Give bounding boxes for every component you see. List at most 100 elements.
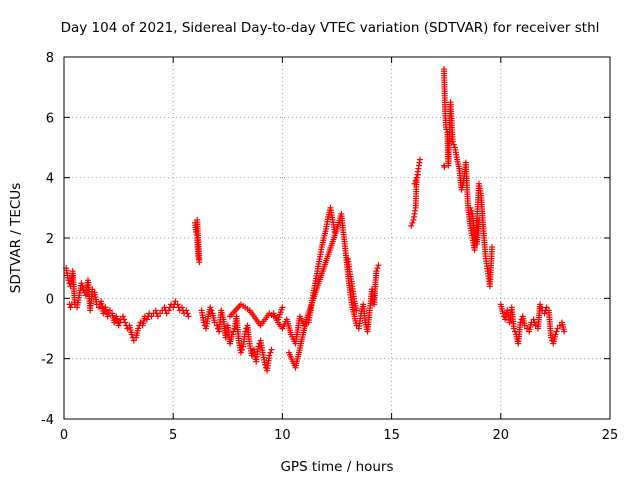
data-point [178,304,185,311]
data-point [115,322,122,329]
data-point [441,164,448,171]
data-point [163,310,170,317]
data-point [89,286,96,293]
data-point [170,304,177,311]
data-point [268,346,275,353]
x-tick-label: 5 [169,428,177,443]
x-tick-label: 0 [60,428,68,443]
y-tick-label: 0 [46,292,54,307]
data-point [414,171,421,178]
data-point [184,310,191,317]
y-axis-label: SDTVAR / TECUs [8,183,24,293]
data-point [552,331,559,338]
data-point [154,313,161,320]
data-point [78,280,85,287]
data-points [63,66,568,374]
data-point [408,222,415,229]
data-point [67,304,74,311]
data-point [137,319,144,326]
data-point [548,334,555,341]
data-point [100,310,107,317]
data-point [538,304,545,311]
data-point [553,328,560,335]
data-point [135,325,142,332]
data-point [524,325,531,332]
data-point [106,307,113,314]
data-point [95,304,102,311]
data-point [537,301,544,308]
data-point [200,319,207,326]
data-point [152,307,159,314]
data-point [375,262,382,269]
data-point [467,204,474,211]
x-axis-label: GPS time / hours [280,459,393,475]
data-point [148,313,155,320]
data-point [211,319,218,326]
data-point [543,304,550,311]
data-point [411,180,418,187]
grid [64,57,610,419]
data-point [172,298,179,305]
data-point [124,325,131,332]
data-point [353,307,360,314]
data-point [541,310,548,317]
data-point [450,141,457,148]
y-tick-label: 2 [46,232,54,247]
data-point [183,307,190,314]
data-point [279,304,286,311]
data-point [111,319,118,326]
data-point [130,337,137,344]
data-point [413,174,420,181]
data-point [374,265,381,272]
data-point [208,307,215,314]
data-point [489,244,496,251]
data-point [165,307,172,314]
data-point [521,322,528,329]
y-tick-label: 4 [46,172,54,187]
data-point [122,319,129,326]
data-point [416,156,423,163]
data-point [207,304,214,311]
data-point [556,322,563,329]
data-point [475,216,482,223]
data-point [128,331,135,338]
data-point [116,319,123,326]
data-point [174,301,181,308]
data-point [229,331,236,338]
data-point [248,352,255,359]
data-point [119,313,126,320]
data-point [468,207,475,214]
data-point [79,283,86,290]
data-point [412,177,419,184]
x-tick-label: 15 [383,428,400,443]
axis-ticks: 0 5 10 15 20 25 -4 -2 0 2 4 6 8 [41,51,618,443]
data-point [267,349,274,356]
data-point [373,268,380,275]
data-point [121,316,128,323]
data-point [409,219,416,226]
y-tick-label: -2 [41,353,54,368]
data-point [237,349,244,356]
data-point [517,319,524,326]
data-point [261,361,268,368]
data-point [510,325,517,332]
data-point [161,304,168,311]
data-point [104,313,111,320]
data-point [255,343,262,350]
data-point [157,310,164,317]
data-point [499,310,506,317]
y-tick-label: -4 [41,413,54,428]
data-point [238,346,245,353]
data-point [80,286,87,293]
y-tick-label: 8 [46,51,54,66]
data-point [194,216,201,223]
chart-title: Day 104 of 2021, Sidereal Day-to-day VTE… [61,20,600,36]
x-tick-label: 25 [602,428,619,443]
y-tick-label: 6 [46,111,54,126]
data-point [185,313,192,320]
data-point [530,316,537,323]
data-point [449,138,456,145]
data-point [213,322,220,329]
data-point [554,325,561,332]
